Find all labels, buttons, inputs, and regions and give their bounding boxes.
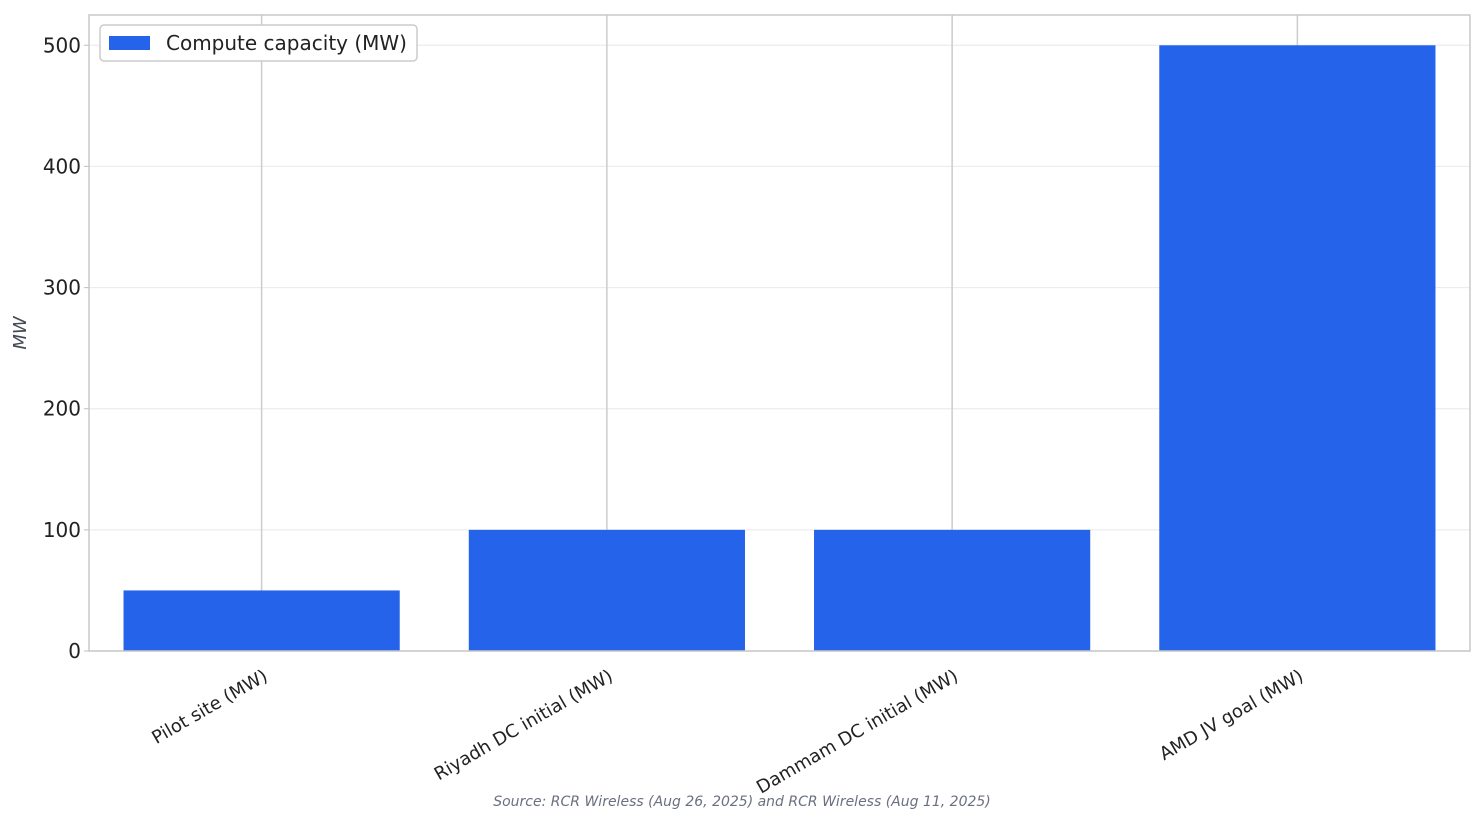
bar [1159, 45, 1436, 652]
x-tick-label: Pilot site (MW) [148, 666, 271, 749]
y-axis-ticks: 0 100 200 300 400 500 [43, 33, 89, 663]
x-tick-label: Dammam DC initial (MW) [753, 666, 962, 799]
legend-box [99, 24, 418, 62]
y-tick-label: 300 [43, 276, 81, 300]
bar [814, 529, 1091, 651]
legend-swatch [109, 36, 150, 50]
x-tick-label: AMD JV goal (MW) [1156, 666, 1307, 765]
bars [123, 45, 1436, 652]
bar [468, 529, 745, 651]
y-tick-label: 100 [43, 518, 81, 542]
x-tick-label: Riyadh DC initial (MW) [431, 666, 617, 785]
legend-label: Compute capacity (MW) [166, 31, 407, 55]
legend: Compute capacity (MW) [99, 24, 418, 62]
y-tick-label: 0 [68, 639, 81, 663]
x-axis-ticks: Pilot site (MW) Riyadh DC initial (MW) Dam… [148, 666, 1307, 799]
source-note: Source: RCR Wireless (Aug 26, 2025) and … [493, 794, 991, 810]
y-axis-label: MW [10, 315, 31, 350]
y-tick-label: 400 [43, 154, 81, 178]
bar [123, 590, 400, 651]
y-tick-label: 500 [43, 33, 81, 57]
y-tick-label: 200 [43, 397, 81, 421]
plot-frame [88, 14, 1471, 652]
